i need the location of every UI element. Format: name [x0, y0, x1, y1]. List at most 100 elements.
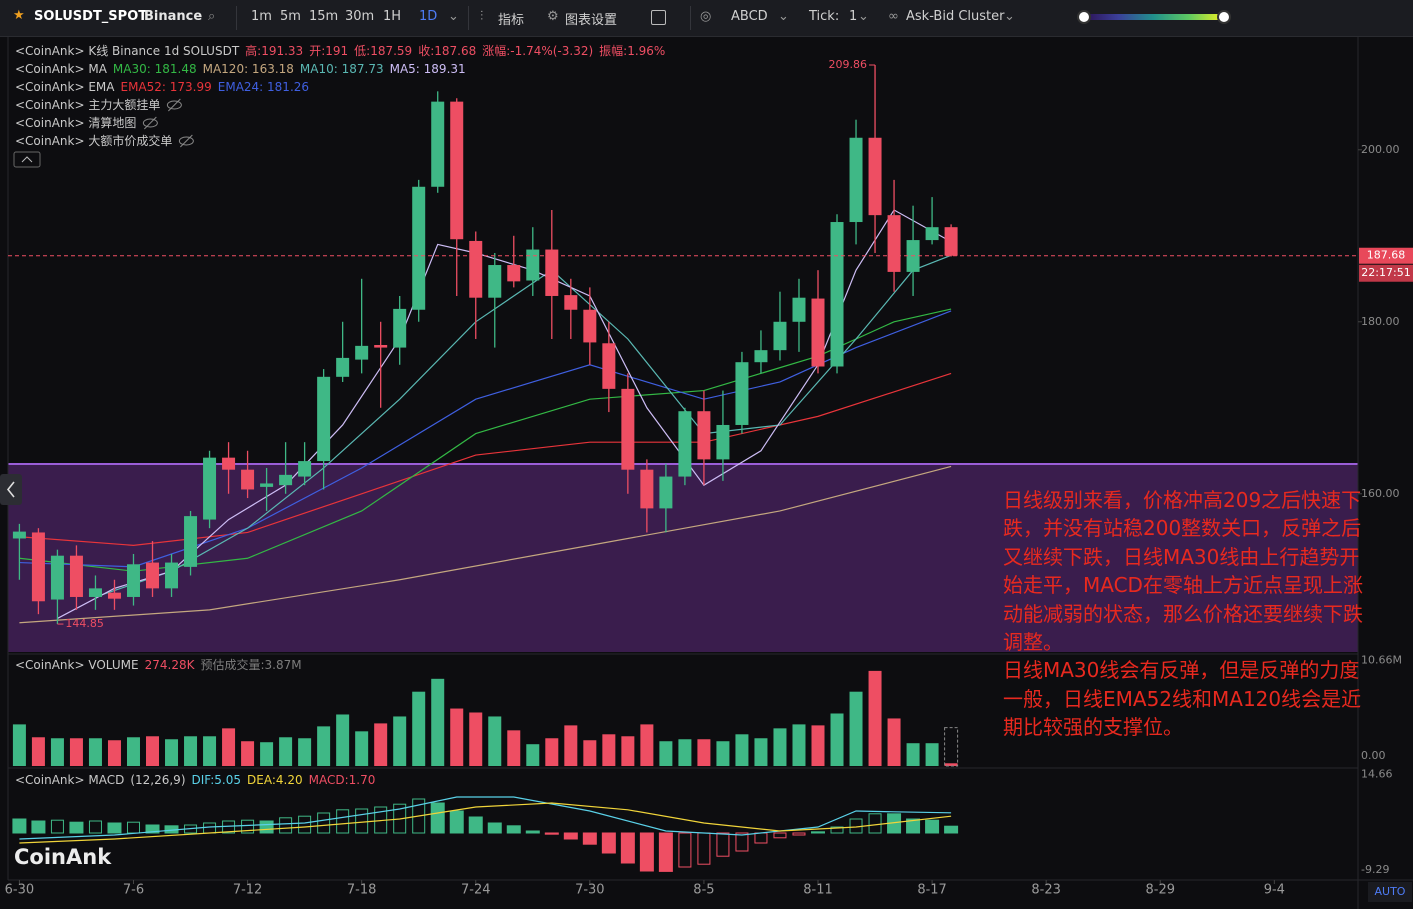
volume-bar — [925, 743, 939, 766]
auto-button[interactable] — [1368, 882, 1412, 902]
legend-row: <CoinAnk> 大额市价成交单 — [15, 133, 172, 148]
slider-knob[interactable] — [1077, 10, 1091, 24]
volume-bar — [165, 739, 179, 766]
volume-bar — [317, 726, 331, 766]
chevron[interactable]: ⌄ — [858, 9, 869, 24]
interval[interactable]: 1H — [383, 9, 402, 24]
candle-body — [545, 249, 559, 296]
exchange[interactable]: Binance — [144, 9, 203, 24]
interval-active[interactable]: 1D — [419, 9, 438, 24]
volume-bar — [146, 736, 160, 766]
interval[interactable]: 5m — [280, 9, 301, 24]
color-slider[interactable] — [1083, 14, 1224, 20]
last-price-label: 187.68 — [1367, 249, 1406, 262]
volume-bar — [50, 738, 64, 766]
eye-icon[interactable]: ◎ — [700, 9, 712, 24]
symbol[interactable]: SOLUSDT_SPOT — [34, 9, 148, 24]
volume-bar — [754, 738, 768, 766]
legend-item: <CoinAnk> MA — [15, 62, 108, 76]
toolbar: ★ SOLUSDT_SPOT Binance ⌕ 1m 5m 15m 30m 1… — [0, 0, 1413, 37]
candle-body — [925, 227, 939, 241]
macd-bar — [830, 826, 844, 834]
x-tick-label: 7-30 — [575, 883, 605, 898]
macd-bar — [925, 819, 940, 834]
macd-bar — [601, 832, 616, 854]
settings[interactable]: 图表设置 — [565, 13, 618, 28]
slider-knob[interactable] — [1217, 10, 1231, 24]
volume-bar — [868, 670, 882, 766]
x-tick-label: 8-23 — [1031, 883, 1061, 898]
macd-bar — [279, 817, 293, 834]
candle-body — [602, 343, 616, 389]
indicators[interactable]: 指标 — [498, 13, 525, 28]
cluster[interactable]: Ask-Bid Cluster — [906, 9, 1005, 24]
chevron[interactable]: ⌄ — [778, 9, 789, 24]
collapse-icon — [21, 156, 33, 163]
macd-bar — [678, 832, 692, 868]
x-tick-label: 8-11 — [803, 883, 833, 898]
separator — [468, 6, 469, 30]
visibility-icon — [142, 118, 158, 128]
candle-body — [260, 483, 274, 487]
tick-value[interactable]: 1 — [849, 9, 858, 24]
volume-bar — [12, 724, 26, 766]
macd-bar — [12, 818, 27, 834]
auto-label[interactable]: AUTO — [1375, 885, 1406, 898]
candle-body — [621, 388, 635, 470]
candle-body — [716, 424, 730, 460]
candle-body — [773, 321, 787, 351]
legend-item: <CoinAnk> 大额市价成交单 — [15, 133, 172, 148]
candle-body — [659, 476, 673, 509]
volume-bar — [640, 724, 654, 766]
candle-body — [412, 186, 426, 310]
candle-body — [184, 516, 198, 567]
side-button[interactable] — [0, 474, 22, 505]
y-tick-label: 200.00 — [1361, 143, 1400, 156]
candle-body — [298, 461, 312, 477]
max-label: 209.86 — [829, 58, 868, 71]
macd-bar — [50, 819, 64, 834]
volume-bar — [564, 725, 578, 766]
last-time-label: 22:17:51 — [1361, 266, 1410, 279]
candle-body — [69, 555, 83, 597]
legend-item: EMA52: 173.99 — [121, 80, 212, 94]
legend-item: <CoinAnk> EMA — [15, 80, 115, 94]
candle-body — [126, 564, 140, 597]
macd-bar — [487, 822, 502, 834]
separator — [690, 6, 691, 30]
legend-item: MACD:1.70 — [309, 773, 376, 787]
candle-body — [393, 308, 407, 348]
legend-row: <CoinAnk> 主力大额挂单 — [15, 98, 160, 112]
interval[interactable]: 1m — [251, 9, 272, 24]
interval[interactable]: 30m — [345, 9, 375, 24]
checkbox[interactable] — [651, 10, 666, 25]
search-icon[interactable]: ⌕ — [208, 9, 216, 24]
candle-body — [564, 295, 578, 310]
volume-bar — [849, 691, 863, 766]
chevron[interactable]: ⌄ — [1004, 9, 1015, 24]
annotation-paragraph: 日线级别来看，价格冲高209之后快速下跌，并没有站稳200整数关口，反弹之后又继… — [1003, 488, 1363, 655]
volume-bar — [526, 744, 540, 766]
volume-bar — [31, 737, 45, 766]
volume-bar — [260, 742, 274, 766]
legend-row: <CoinAnk> MA MA30: 181.48 MA120: 163.18 MA1… — [15, 62, 466, 76]
settings-icon[interactable]: ⚙ — [547, 9, 559, 24]
drawing[interactable]: ABCD — [731, 9, 768, 24]
macd-bar — [906, 818, 921, 834]
volume-bar — [621, 736, 635, 766]
chevron[interactable]: ⌄ — [448, 9, 459, 24]
star-icon[interactable]: ★ — [13, 8, 25, 23]
candle-body — [450, 101, 464, 240]
collapse-button[interactable] — [13, 151, 41, 168]
legend-row: <CoinAnk> MACD (12,26,9) DIF:5.05 DEA:4.20 M… — [15, 773, 375, 787]
volume-bar — [887, 718, 901, 766]
legend-item: 开:191 — [309, 44, 348, 58]
candle-body — [431, 101, 445, 187]
cluster-icon[interactable]: ∞ — [888, 9, 899, 24]
volume-bar — [659, 741, 673, 766]
interval[interactable]: 15m — [309, 9, 339, 24]
indicator-icon[interactable]: ⫶ — [480, 9, 484, 24]
legend-item: <CoinAnk> 主力大额挂单 — [15, 98, 160, 112]
legend-item: 涨幅:-1.74%(-3.32) — [482, 43, 593, 58]
